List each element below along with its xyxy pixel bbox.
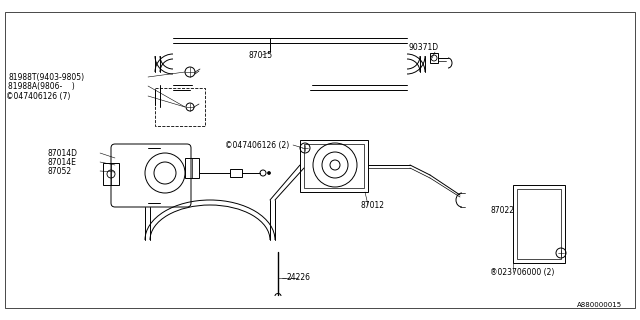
- Text: 90371D: 90371D: [408, 43, 438, 52]
- Text: 81988T(9403-9805): 81988T(9403-9805): [8, 73, 84, 82]
- Text: 87022: 87022: [490, 205, 514, 214]
- Text: 87012: 87012: [360, 201, 384, 210]
- Text: 87014D: 87014D: [47, 148, 77, 157]
- Text: 87052: 87052: [47, 166, 71, 175]
- Text: 81988A(9806-    ): 81988A(9806- ): [8, 82, 75, 91]
- Bar: [304, 144, 364, 188]
- Bar: [300, 140, 368, 192]
- Bar: [155, 88, 205, 126]
- Text: ®023706000 (2): ®023706000 (2): [490, 268, 554, 276]
- Circle shape: [268, 172, 271, 174]
- Bar: [517, 189, 561, 259]
- Bar: [230, 169, 242, 177]
- Bar: [430, 53, 438, 63]
- Text: ©047406126 (7): ©047406126 (7): [6, 92, 70, 100]
- Text: A880000015: A880000015: [577, 302, 622, 308]
- Bar: [103, 163, 119, 185]
- Text: 87014E: 87014E: [47, 157, 76, 166]
- Text: 87015: 87015: [248, 51, 272, 60]
- Text: ©047406126 (2): ©047406126 (2): [225, 140, 289, 149]
- Text: 24226: 24226: [286, 274, 310, 283]
- Bar: [185, 158, 199, 178]
- Bar: [513, 185, 565, 263]
